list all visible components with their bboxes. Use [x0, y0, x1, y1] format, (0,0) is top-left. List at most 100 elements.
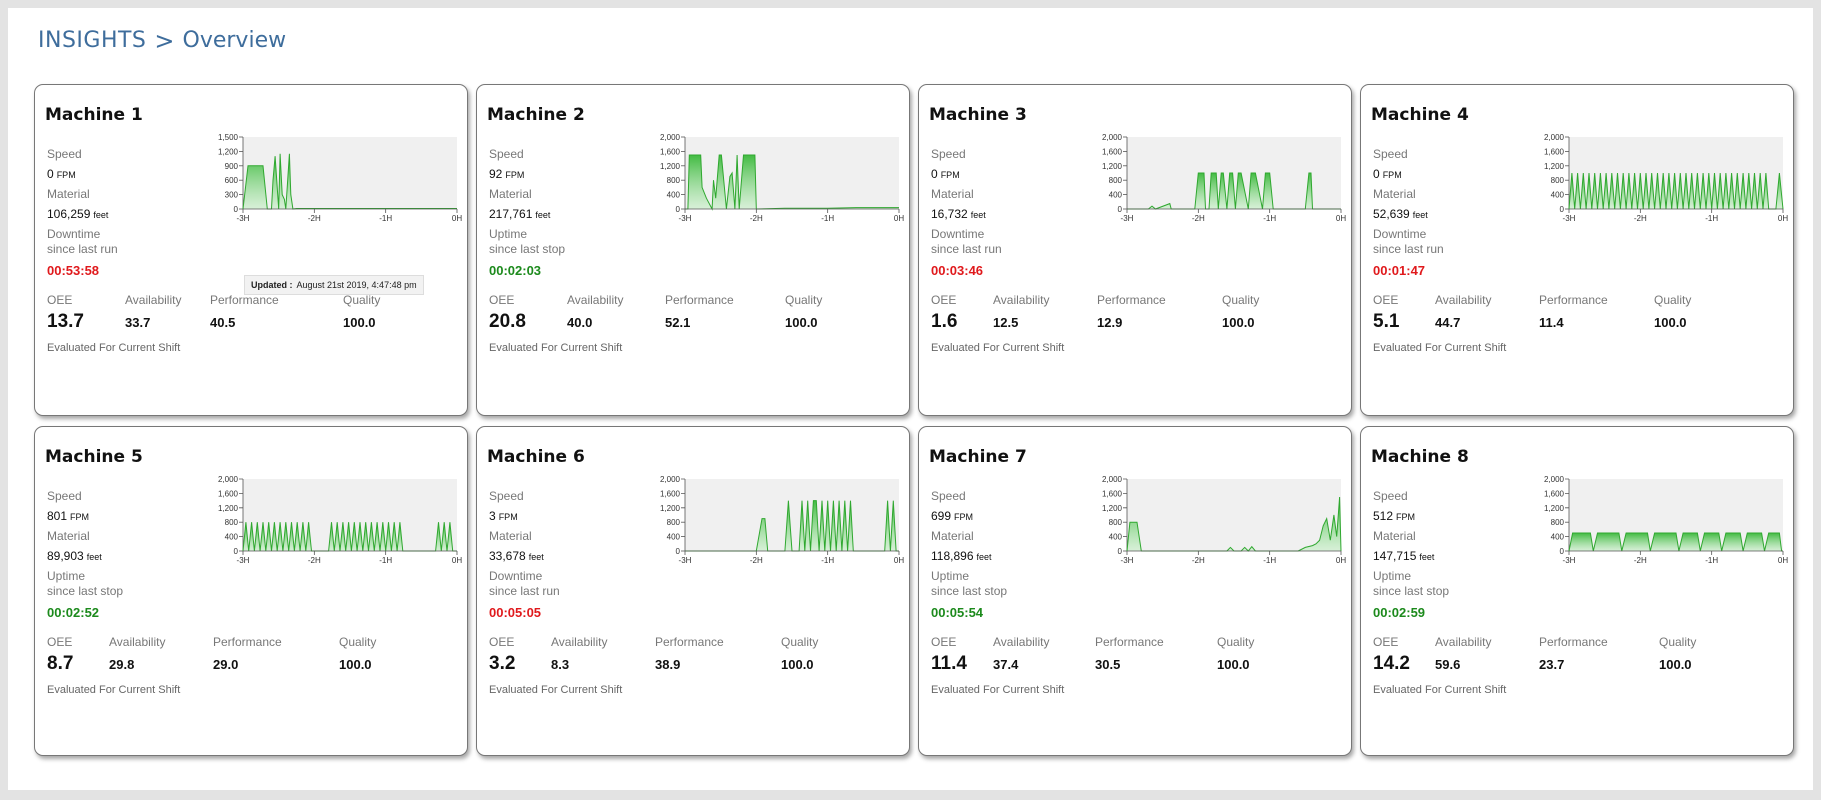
state-sublabel: since last stop	[931, 584, 1008, 598]
oee-label: OEE	[931, 635, 957, 649]
y-tick-label: 1,600	[218, 489, 239, 498]
oee-metrics: OEE 14.2 Availability 59.6 Performance 2…	[1373, 635, 1783, 685]
availability-label: Availability	[1435, 293, 1492, 307]
x-tick-label: -2H	[750, 556, 763, 565]
machine-card-5[interactable]: Machine 5 Speed 801 FPM Material 89,903 fe…	[34, 426, 468, 756]
machine-card-1[interactable]: Machine 1 Speed 0 FPM Material 106,259 fee…	[34, 84, 468, 416]
y-tick-label: 400	[1109, 533, 1123, 542]
quality-label: Quality	[1659, 635, 1697, 649]
x-tick-label: 0H	[894, 556, 904, 565]
quality-value: 100.0	[339, 657, 372, 672]
quality-metric: Quality 100.0	[1222, 293, 1259, 330]
speed-chart[interactable]: 0 400 800 1,200 1,600 2,000 -3H -2H -1H 0H	[195, 475, 465, 575]
x-tick-label: -3H	[237, 556, 250, 565]
chart-svg: 0 400 800 1,200 1,600 2,000 -3H -2H -1H 0H	[660, 475, 904, 565]
availability-label: Availability	[567, 293, 624, 307]
breadcrumb-root[interactable]: INSIGHTS	[38, 28, 147, 53]
quality-label: Quality	[785, 293, 823, 307]
oee-metrics: OEE 11.4 Availability 37.4 Performance 3…	[931, 635, 1341, 685]
speed-chart[interactable]: 0 300 600 900 1,200 1,500 -3H -2H -1H 0H	[195, 133, 465, 233]
y-tick-label: 800	[225, 518, 239, 527]
availability-value: 44.7	[1435, 315, 1461, 330]
state-sublabel: since last run	[47, 242, 118, 256]
performance-value: 30.5	[1095, 657, 1121, 672]
speed-chart[interactable]: 0 400 800 1,200 1,600 2,000 -3H -2H -1H 0H	[637, 133, 907, 233]
machine-stats: Speed 92 FPM Material 217,761 feet Uptime …	[489, 145, 649, 278]
y-tick-label: 2,000	[1102, 475, 1123, 484]
speed-chart[interactable]: 0 400 800 1,200 1,600 2,000 -3H -2H -1H 0H	[1521, 475, 1791, 575]
machine-title: Machine 5	[45, 447, 143, 467]
machine-card-3[interactable]: Machine 3 Speed 0 FPM Material 16,732 feet…	[918, 84, 1352, 416]
performance-metric: Performance 23.7	[1539, 635, 1608, 672]
performance-value: 40.5	[210, 315, 236, 330]
chart-svg: 0 400 800 1,200 1,600 2,000 -3H -2H -1H 0H	[218, 475, 462, 565]
y-tick-label: 0	[234, 547, 239, 556]
x-tick-label: -2H	[1192, 556, 1205, 565]
speed-unit: FPM	[70, 512, 90, 522]
material-label: Material	[47, 187, 90, 201]
oee-value: 5.1	[1373, 311, 1400, 332]
x-tick-label: -3H	[1563, 556, 1576, 565]
quality-value: 100.0	[1659, 657, 1692, 672]
series-line	[685, 154, 899, 211]
speed-chart[interactable]: 0 400 800 1,200 1,600 2,000 -3H -2H -1H 0H	[1079, 133, 1349, 233]
y-tick-label: 1,200	[660, 162, 681, 171]
chart-svg: 0 400 800 1,200 1,600 2,000 -3H -2H -1H 0H	[1102, 133, 1346, 223]
speed-unit: FPM	[498, 512, 518, 522]
performance-label: Performance	[655, 635, 724, 649]
oee-metric: OEE 11.4	[931, 635, 967, 675]
availability-label: Availability	[551, 635, 608, 649]
state-label: Uptime	[1373, 569, 1412, 583]
state-label: Downtime	[489, 569, 543, 583]
oee-value: 8.7	[47, 653, 74, 674]
speed-chart[interactable]: 0 400 800 1,200 1,600 2,000 -3H -2H -1H 0H	[1079, 475, 1349, 575]
plot-area	[685, 479, 899, 551]
speed-label: Speed	[1373, 489, 1408, 503]
availability-metric: Availability 37.4	[993, 635, 1049, 672]
y-tick-label: 800	[667, 518, 681, 527]
machine-card-6[interactable]: Machine 6 Speed 3 FPM Material 33,678 feet…	[476, 426, 910, 756]
plot-area	[1127, 479, 1341, 551]
y-tick-label: 1,200	[1102, 162, 1123, 171]
machine-stats: Speed 0 FPM Material 52,639 feet Downtime …	[1373, 145, 1533, 278]
x-tick-label: 0H	[1336, 214, 1346, 223]
x-tick-label: -2H	[750, 214, 763, 223]
quality-metric: Quality 100.0	[785, 293, 822, 330]
state-label: Uptime	[47, 569, 86, 583]
material-unit: feet	[528, 552, 544, 562]
oee-value: 14.2	[1373, 653, 1410, 674]
quality-value: 100.0	[1222, 315, 1255, 330]
y-tick-label: 0	[1560, 205, 1565, 214]
machine-title: Machine 8	[1371, 447, 1469, 467]
machine-card-8[interactable]: Machine 8 Speed 512 FPM Material 147,715 f…	[1360, 426, 1794, 756]
machine-card-4[interactable]: Machine 4 Speed 0 FPM Material 52,639 feet…	[1360, 84, 1794, 416]
state-timer: 00:02:52	[47, 605, 100, 620]
machine-card-2[interactable]: Machine 2 Speed 92 FPM Material 217,761 fe…	[476, 84, 910, 416]
oee-label: OEE	[1373, 293, 1399, 307]
speed-chart[interactable]: 0 400 800 1,200 1,600 2,000 -3H -2H -1H 0H	[1521, 133, 1791, 233]
machine-card-7[interactable]: Machine 7 Speed 699 FPM Material 118,896 f…	[918, 426, 1352, 756]
series-area	[1127, 497, 1341, 551]
machine-grid: Machine 1 Speed 0 FPM Material 106,259 fee…	[34, 84, 1797, 756]
tooltip-value: August 21st 2019, 4:47:48 pm	[296, 280, 417, 290]
oee-metrics: OEE 8.7 Availability 29.8 Performance 29…	[47, 635, 457, 685]
performance-metric: Performance 11.4	[1539, 293, 1608, 330]
material-value: 147,715 feet	[1373, 549, 1435, 563]
chart-svg: 0 400 800 1,200 1,600 2,000 -3H -2H -1H 0H	[1544, 475, 1788, 565]
oee-metric: OEE 13.7	[47, 293, 84, 333]
speed-label: Speed	[47, 147, 82, 161]
page: INSIGHTS > Overview Machine 1 Speed 0 FPM…	[8, 8, 1813, 790]
x-tick-label: 0H	[1336, 556, 1346, 565]
y-tick-label: 2,000	[660, 475, 681, 484]
performance-metric: Performance 52.1	[665, 293, 734, 330]
state-sublabel: since last run	[1373, 242, 1444, 256]
performance-label: Performance	[1539, 635, 1608, 649]
availability-label: Availability	[993, 293, 1050, 307]
quality-metric: Quality 100.0	[1654, 293, 1691, 330]
y-tick-label: 1,200	[218, 147, 239, 156]
y-tick-label: 800	[1551, 518, 1565, 527]
material-label: Material	[931, 187, 974, 201]
availability-metric: Availability 8.3	[551, 635, 607, 672]
quality-value: 100.0	[785, 315, 818, 330]
speed-chart[interactable]: 0 400 800 1,200 1,600 2,000 -3H -2H -1H 0H	[637, 475, 907, 575]
